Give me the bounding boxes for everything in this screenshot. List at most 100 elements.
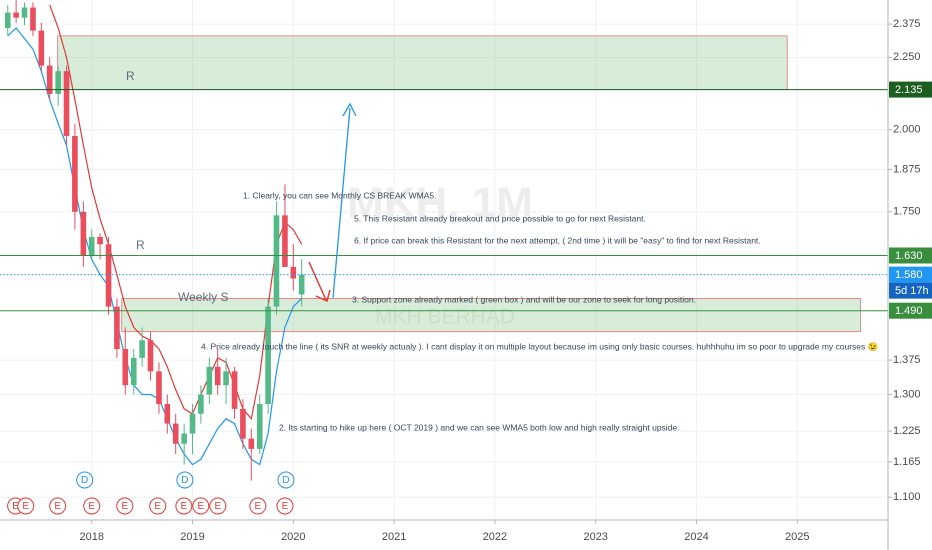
y-tick-label: 1.300	[893, 388, 921, 400]
zone-label: Weekly S	[178, 290, 228, 304]
event-marker	[149, 497, 167, 515]
candle-body	[80, 211, 87, 256]
price-label: 1.580	[895, 269, 923, 281]
candle-body	[181, 433, 187, 444]
x-tick-label: 2023	[583, 531, 607, 543]
candle-body	[156, 371, 162, 405]
x-tick-label: 2019	[180, 531, 204, 543]
event-label: E	[154, 501, 161, 512]
annotation: 5. This Resistant already breakout and p…	[354, 213, 646, 223]
level-label: R	[136, 238, 145, 252]
candle-body	[46, 65, 53, 94]
candle-body	[63, 71, 70, 136]
event-label: D	[81, 475, 88, 486]
y-tick-label: 2.250	[893, 51, 921, 63]
candle-body	[172, 423, 179, 444]
candle-body	[223, 371, 229, 386]
event-label: E	[12, 501, 19, 512]
y-tick-label: 1.165	[893, 456, 921, 468]
down-arrow	[308, 261, 327, 301]
candle-body	[231, 371, 238, 409]
y-tick-label: 1.375	[893, 354, 921, 366]
candle-body	[130, 357, 137, 386]
annotation: 2. Its starting to hike up here ( OCT 20…	[279, 422, 680, 432]
price-label-bg	[889, 266, 932, 283]
candle-body	[189, 413, 196, 434]
watermark: MKH, 1M	[347, 179, 533, 228]
plot: E E E E E E E E E E ED D D	[0, 0, 888, 524]
y-tick-label: 1.100	[893, 491, 921, 503]
candle-body	[122, 348, 129, 386]
event-label: E	[214, 501, 221, 512]
y-tick-label: 2.375	[893, 18, 921, 30]
candle-body	[248, 438, 255, 449]
price-label-bg	[889, 247, 932, 264]
zone	[121, 298, 861, 333]
moving-average	[49, 4, 303, 421]
candle-body	[114, 306, 120, 349]
candle-body	[198, 394, 204, 414]
event-marker	[49, 497, 67, 515]
event-label: E	[197, 501, 204, 512]
x-tick-label: 2020	[281, 531, 305, 543]
candle-body	[273, 215, 280, 307]
x-tick-label: 2018	[79, 531, 103, 543]
countdown-bg	[889, 282, 932, 299]
candle-body	[38, 30, 45, 66]
event-label: E	[54, 501, 61, 512]
price-label-bg	[889, 302, 932, 319]
zone-label: R	[126, 69, 135, 83]
candle-body	[30, 7, 36, 31]
price-label: 1.490	[895, 305, 923, 317]
event-marker	[209, 497, 227, 515]
event-marker	[276, 497, 294, 515]
price-label: 2.135	[895, 84, 923, 96]
event-marker	[83, 497, 101, 515]
event-label: E	[121, 501, 128, 512]
price-label: 1.630	[895, 250, 923, 262]
annotation: 4. Price already touch the line ( its SN…	[201, 341, 878, 351]
event-label: E	[22, 501, 29, 512]
price-label-bg	[889, 81, 932, 98]
watermark-sub: MKH BERHAD	[375, 306, 515, 329]
y-tick-label: 1.750	[893, 206, 921, 218]
candle-body	[206, 366, 213, 395]
x-tick-label: 2021	[382, 531, 406, 543]
candle-body	[72, 135, 78, 212]
candle-body	[164, 404, 171, 424]
y-tick-label: 2.000	[893, 124, 921, 136]
event-marker	[76, 471, 94, 489]
event-label: E	[282, 501, 289, 512]
x-tick-label: 2022	[483, 531, 507, 543]
candle-body	[256, 404, 263, 449]
countdown: 5d 17h	[895, 285, 929, 297]
candle-body	[298, 274, 305, 295]
candle-body	[214, 366, 221, 386]
y-tick-label: 1.875	[893, 163, 921, 175]
candle-body	[13, 12, 19, 18]
candle-body	[55, 71, 61, 94]
event-marker	[175, 497, 193, 515]
event-marker	[192, 497, 210, 515]
x-tick-label: 2024	[684, 531, 708, 543]
event-marker	[17, 497, 35, 515]
event-marker	[277, 471, 295, 489]
candle-body	[97, 236, 103, 245]
event-marker	[249, 497, 267, 515]
up-arrow-head	[342, 102, 357, 117]
moving-average	[7, 27, 303, 466]
event-label: E	[254, 501, 261, 512]
candle-body	[265, 306, 271, 405]
y-tick-label: 1.225	[893, 425, 921, 437]
down-arrow-head	[315, 289, 331, 303]
candle-body	[88, 236, 95, 256]
candle-body	[240, 408, 246, 439]
candle-body	[139, 340, 145, 358]
annotation: 3. Support zone already marked ( green b…	[352, 294, 696, 304]
x-tick-label: 2025	[785, 531, 809, 543]
zone	[57, 35, 788, 90]
event-marker	[176, 471, 194, 489]
event-label: E	[181, 501, 188, 512]
candle-body	[105, 244, 112, 307]
